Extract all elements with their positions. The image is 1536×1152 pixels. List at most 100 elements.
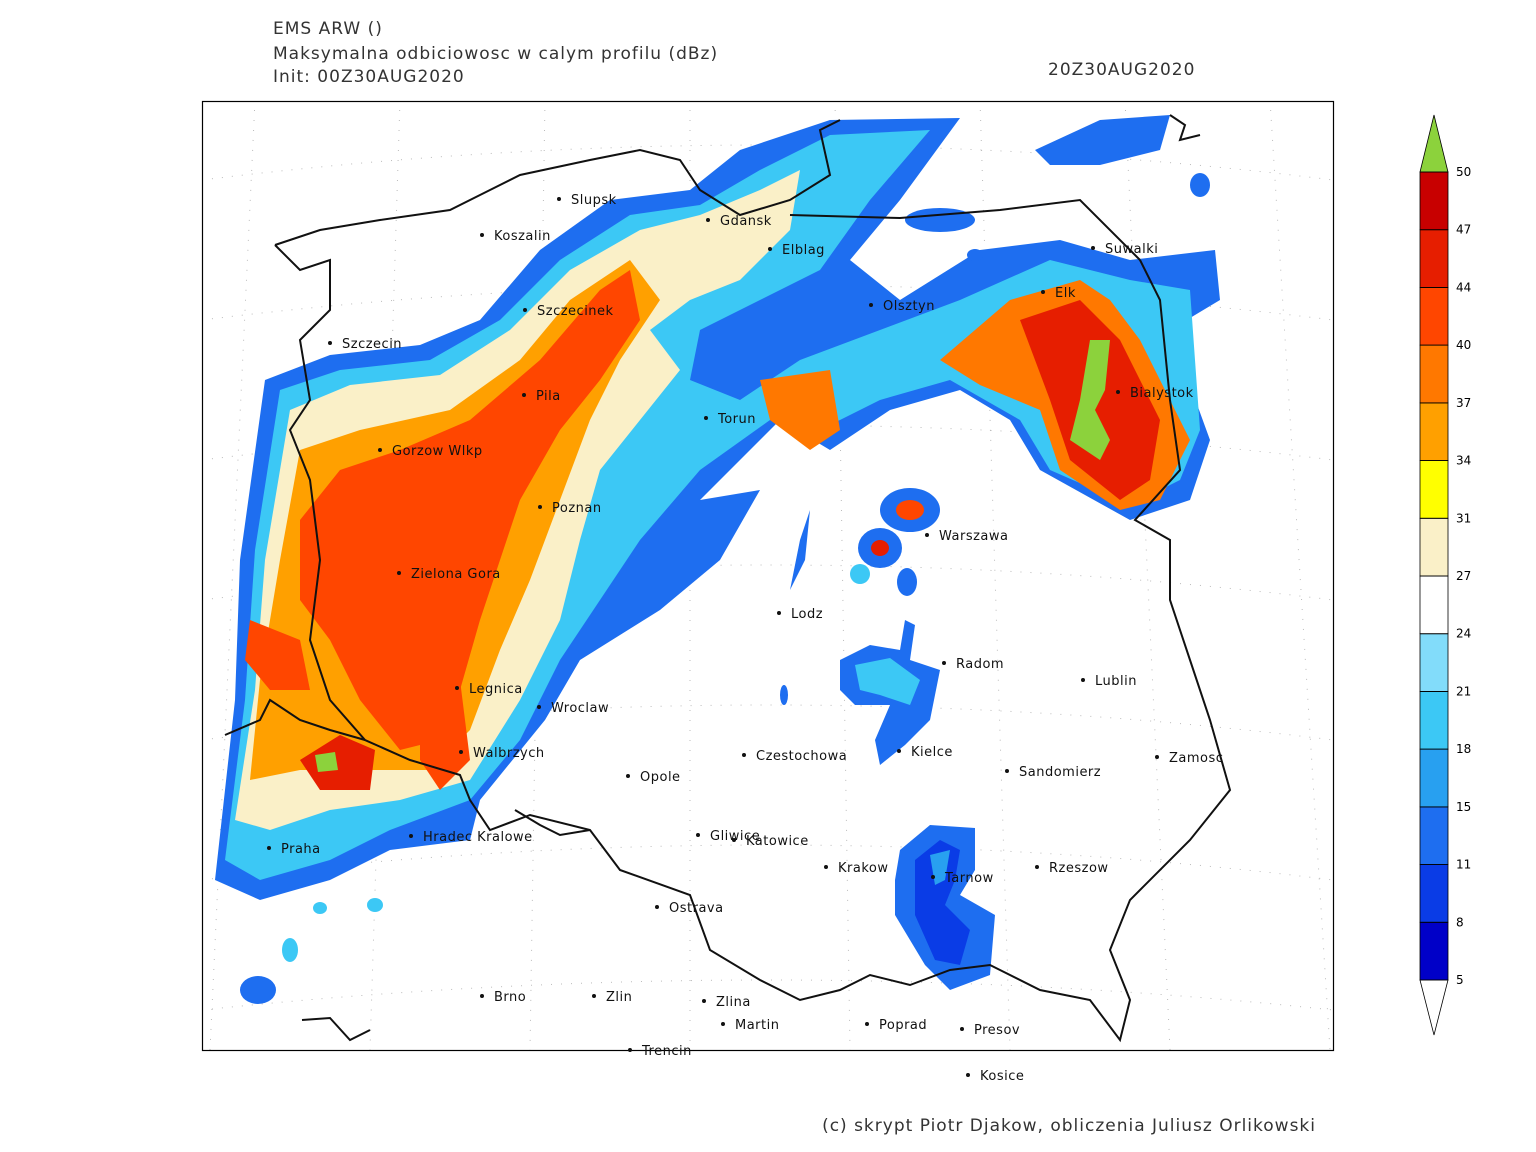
city-label: Rzeszow	[1049, 861, 1109, 876]
colorbar-label: 5	[1456, 973, 1464, 987]
city-marker	[824, 865, 828, 869]
credit: (c) skrypt Piotr Djakow, obliczenia Juli…	[822, 1116, 1316, 1136]
city-label: Legnica	[469, 682, 523, 697]
city-marker	[1041, 290, 1045, 294]
colorbar-label: 24	[1456, 627, 1471, 641]
city-label: Opole	[640, 770, 681, 785]
colorbar-band	[1419, 748, 1449, 808]
city-marker	[378, 448, 382, 452]
city-marker	[865, 1022, 869, 1026]
colorbar-band	[1419, 287, 1449, 346]
city-label: Slupsk	[571, 193, 617, 208]
colorbar-band	[1419, 806, 1449, 865]
city-label: Bialystok	[1130, 386, 1194, 401]
city-label: Martin	[735, 1018, 779, 1033]
city-label: Lublin	[1095, 674, 1137, 689]
city-marker	[626, 774, 630, 778]
city-label: Walbrzych	[473, 746, 545, 761]
city-marker	[655, 905, 659, 909]
city-marker	[1116, 390, 1120, 394]
borders	[224, 114, 1232, 1043]
city-marker	[732, 838, 736, 842]
city-label: Trencin	[641, 1044, 692, 1059]
colorbar-label: 18	[1456, 742, 1471, 756]
colorbar-label: 37	[1456, 396, 1471, 410]
city-marker	[925, 533, 929, 537]
colorbar-band	[1419, 229, 1449, 288]
city-marker	[869, 303, 873, 307]
colorbar-label: 15	[1456, 800, 1471, 814]
city-label: Zlin	[606, 990, 632, 1005]
city-label: Wroclaw	[551, 701, 609, 716]
city-label: Poprad	[879, 1018, 927, 1033]
colorbar-label: 47	[1456, 223, 1471, 237]
city-label: Lodz	[791, 607, 823, 622]
colorbar-band	[1419, 402, 1449, 461]
city-label: Praha	[281, 842, 321, 857]
colorbar-label: 34	[1456, 454, 1471, 468]
city-label: Poznan	[552, 501, 602, 516]
city-marker	[777, 611, 781, 615]
city-labels: Slupsk Koszalin Gdansk Elblag Suwalki Szczeci…	[267, 193, 1223, 1084]
city-marker	[702, 999, 706, 1003]
valid-time: 20Z30AUG2020	[1048, 60, 1195, 80]
city-marker	[480, 233, 484, 237]
city-label: Zlina	[716, 995, 751, 1010]
city-label: Brno	[494, 990, 526, 1005]
title: EMS ARW ()	[273, 19, 383, 39]
colorbar-band	[1419, 633, 1449, 692]
city-label: Katowice	[746, 834, 809, 849]
colorbar-label: 44	[1456, 280, 1471, 294]
colorbar: 5 8 11 15 18 21 24 27 31 34 37 40 44 47 50	[1419, 114, 1471, 1036]
city-label: Ostrava	[669, 901, 724, 916]
city-marker	[455, 686, 459, 690]
city-label: Koszalin	[494, 229, 551, 244]
subtitle: Maksymalna odbiciowosc w calym profilu (…	[273, 44, 718, 64]
colorbar-band	[1419, 864, 1449, 923]
colorbar-label: 11	[1456, 858, 1471, 872]
city-marker	[522, 393, 526, 397]
city-marker	[628, 1048, 632, 1052]
colorbar-over	[1419, 114, 1449, 173]
city-marker	[1155, 755, 1159, 759]
city-label: Elblag	[782, 243, 825, 258]
city-marker	[409, 834, 413, 838]
city-marker	[1035, 865, 1039, 869]
city-marker	[768, 247, 772, 251]
city-marker	[1091, 246, 1095, 250]
city-marker	[397, 571, 401, 575]
colorbar-band	[1419, 517, 1449, 577]
colorbar-label: 8	[1456, 915, 1464, 929]
city-marker	[538, 505, 542, 509]
city-label: Kielce	[911, 745, 953, 760]
city-marker	[523, 308, 527, 312]
city-label: Krakow	[838, 861, 889, 876]
city-label: Kosice	[980, 1069, 1024, 1084]
city-marker	[1081, 678, 1085, 682]
colorbar-under	[1419, 979, 1449, 1036]
colorbar-label: 40	[1456, 338, 1471, 352]
city-marker	[267, 846, 271, 850]
map-area	[202, 101, 1333, 1050]
city-label: Pila	[536, 389, 561, 404]
city-marker	[742, 753, 746, 757]
city-marker	[721, 1022, 725, 1026]
reflectivity-field	[215, 115, 1220, 1004]
city-marker	[704, 416, 708, 420]
city-marker	[592, 994, 596, 998]
city-marker	[328, 341, 332, 345]
city-label: Suwalki	[1105, 242, 1158, 257]
city-marker	[1005, 769, 1009, 773]
colorbar-band	[1419, 691, 1449, 750]
colorbar-band	[1419, 575, 1449, 635]
city-marker	[706, 218, 710, 222]
city-label: Zielona Gora	[411, 567, 501, 582]
city-label: Gliwice	[710, 829, 760, 844]
colorbar-band	[1419, 921, 1449, 981]
city-label: Hradec Kralowe	[423, 830, 533, 845]
colorbar-label: 50	[1456, 165, 1471, 179]
map-frame	[201, 100, 1335, 1052]
city-label: Elk	[1055, 286, 1076, 301]
city-label: Szczecinek	[537, 304, 614, 319]
